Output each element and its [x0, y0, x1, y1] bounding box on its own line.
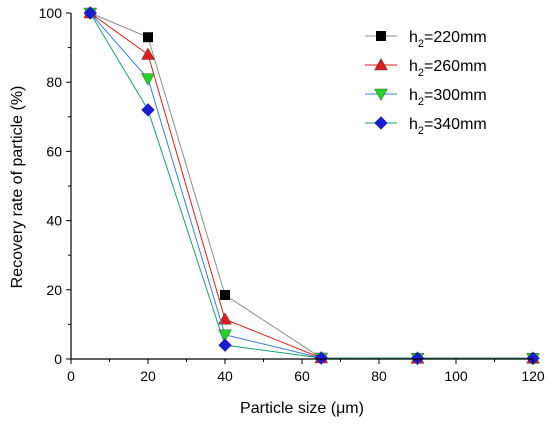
- x-tick-label: 20: [140, 368, 156, 384]
- y-tick-label: 20: [46, 282, 62, 298]
- legend-label: h2=300mm: [409, 87, 487, 108]
- y-tick-label: 40: [46, 213, 62, 229]
- y-tick-label: 0: [54, 351, 62, 367]
- y-axis-title: Recovery rate of particle (%): [9, 86, 26, 289]
- legend-marker: [376, 31, 386, 41]
- data-point: [83, 6, 98, 20]
- data-point: [314, 351, 329, 365]
- data-point: [141, 103, 155, 117]
- x-tick-label: 120: [521, 368, 545, 384]
- x-tick-label: 40: [217, 368, 233, 384]
- legend: h2=220mm h2=260mm h2=300mm h2=340mm: [365, 29, 487, 137]
- data-point: [410, 351, 425, 366]
- x-tick-label: 100: [444, 368, 468, 384]
- data-point: [526, 351, 540, 366]
- legend-label: h2=220mm: [409, 29, 487, 50]
- y-tick-label: 80: [46, 74, 62, 90]
- legend-marker: [374, 88, 388, 101]
- legend-item: h2=260mm: [365, 58, 487, 79]
- x-tick-label: 80: [371, 368, 387, 384]
- legend-item: h2=340mm: [365, 116, 487, 137]
- data-point: [141, 47, 155, 60]
- plot-area: [83, 6, 540, 366]
- series-line: [89, 12, 533, 359]
- data-point: [143, 32, 153, 43]
- legend-marker: [374, 116, 388, 130]
- legend-marker: [374, 58, 388, 71]
- legend-item: h2=300mm: [365, 87, 487, 108]
- x-tick-label: 0: [67, 368, 75, 384]
- legend-item: h2=220mm: [365, 29, 487, 50]
- axes: 0 20 40 60 80 100 120 0 20 40 60 80 100: [39, 5, 545, 384]
- data-point: [218, 338, 232, 352]
- data-point: [141, 73, 155, 86]
- data-point: [220, 289, 230, 300]
- y-tick-label: 100: [39, 5, 63, 21]
- y-tick-label: 60: [46, 143, 62, 159]
- x-axis-title: Particle size (μm): [240, 400, 364, 417]
- series-4: [83, 6, 540, 366]
- data-point: [218, 312, 232, 325]
- legend-label: h2=260mm: [409, 58, 487, 79]
- legend-label: h2=340mm: [409, 116, 487, 137]
- x-tick-label: 60: [294, 368, 310, 384]
